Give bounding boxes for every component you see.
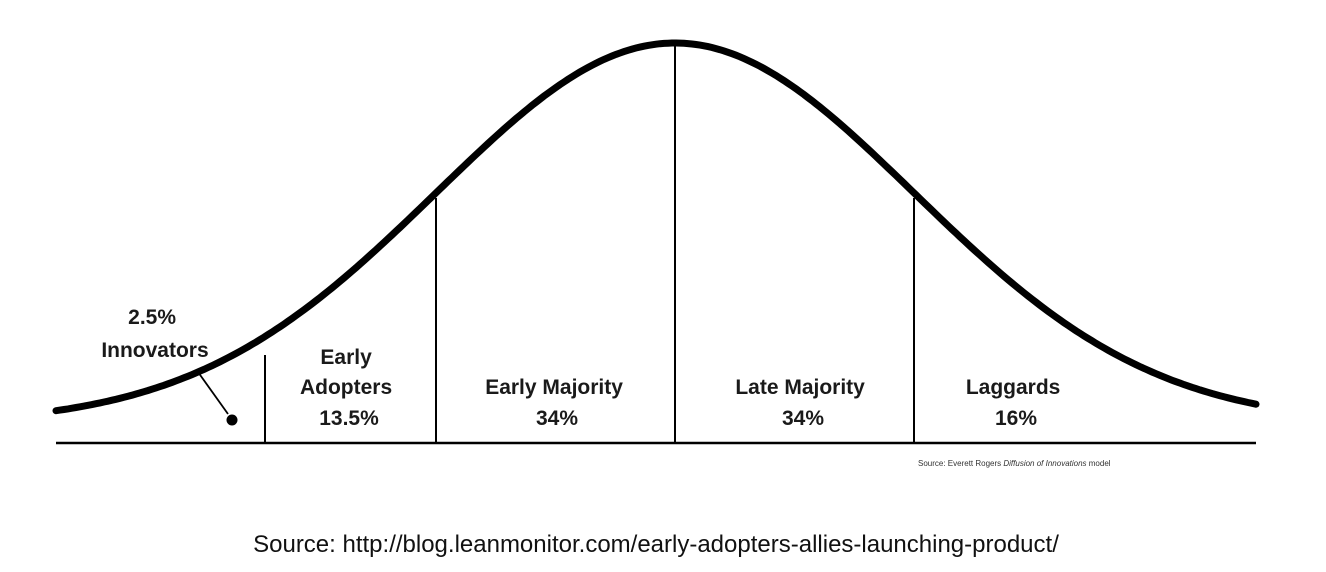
rogers-credit-prefix: Source: Everett Rogers [918, 459, 1003, 468]
rogers-credit: Source: Everett Rogers Diffusion of Inno… [918, 459, 1111, 468]
innovators-pointer-dot [226, 414, 238, 426]
laggards-name: Laggards [966, 376, 1061, 399]
laggards-percent: 16% [995, 407, 1037, 430]
rogers-credit-italic: Diffusion of Innovations [1003, 459, 1086, 468]
innovators-pointer-line [197, 371, 229, 415]
bell-curve [52, 39, 1260, 415]
source-link-text: Source: http://blog.leanmonitor.com/earl… [253, 531, 1059, 558]
early-majority-label: Early Majority 34% [485, 376, 629, 430]
innovators-label: 2.5% Innovators [101, 306, 208, 362]
rogers-credit-suffix: model [1087, 459, 1111, 468]
laggards-label: Laggards 16% [966, 376, 1066, 430]
early-adopters-percent: 13.5% [319, 407, 379, 430]
late-majority-label: Late Majority 34% [735, 376, 870, 430]
early-adopters-name-1: Early [320, 346, 372, 369]
innovators-name: Innovators [101, 339, 208, 362]
early-majority-percent: 34% [536, 407, 578, 430]
late-majority-name: Late Majority [735, 376, 865, 399]
early-majority-name: Early Majority [485, 376, 623, 399]
early-adopters-label: Early Adopters 13.5% [300, 346, 398, 430]
innovators-percent: 2.5% [128, 306, 176, 329]
early-adopters-name-2: Adopters [300, 376, 392, 399]
late-majority-percent: 34% [782, 407, 824, 430]
